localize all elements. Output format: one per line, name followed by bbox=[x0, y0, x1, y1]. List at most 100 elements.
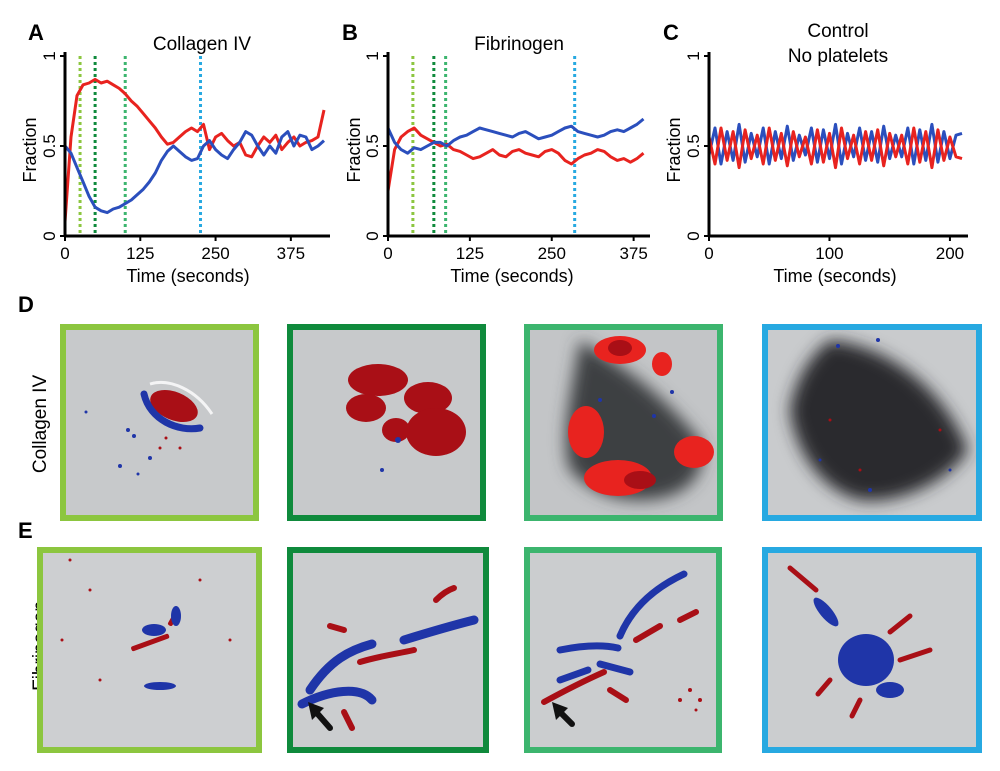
frame-border bbox=[60, 324, 259, 521]
x-ticks: 0 100 200 bbox=[704, 236, 964, 263]
frame-border bbox=[287, 547, 489, 753]
micrograph-d2 bbox=[287, 324, 486, 521]
micrograph-e2 bbox=[287, 547, 489, 753]
x-tick-label: 0 bbox=[704, 244, 713, 263]
frame-border bbox=[524, 547, 722, 753]
red-specks bbox=[828, 418, 942, 472]
dark-red-overlay bbox=[608, 340, 656, 489]
frame-border bbox=[37, 547, 262, 753]
chart-c: C Control No platelets 0 100 200 00.51 Tim… bbox=[663, 20, 968, 286]
blue-overlay bbox=[556, 570, 688, 684]
panel-letter-a: A bbox=[28, 20, 44, 45]
blue-overlay bbox=[297, 615, 479, 709]
chart-title: Collagen IV bbox=[153, 34, 252, 55]
series-line-1 bbox=[63, 77, 326, 222]
image-row-e: E Fibrinogen bbox=[18, 518, 982, 753]
x-axis-label: Time (seconds) bbox=[773, 266, 896, 286]
micrograph-e3 bbox=[524, 547, 722, 753]
micrograph-background bbox=[527, 550, 719, 750]
blue-specks bbox=[818, 338, 952, 492]
red-specks bbox=[158, 436, 182, 450]
arrow-indicator bbox=[552, 702, 575, 727]
x-tick-label: 100 bbox=[815, 244, 843, 263]
x-axis-label: Time (seconds) bbox=[450, 266, 573, 286]
red-overlay bbox=[327, 585, 457, 731]
panel-letter-c: C bbox=[663, 20, 679, 45]
image-row-d: D Collagen IV bbox=[18, 292, 982, 521]
y-ticks: 00.51 bbox=[40, 51, 65, 241]
series-line-2 bbox=[386, 117, 645, 155]
micrograph-e1 bbox=[37, 547, 262, 753]
y-tick-label: 1 bbox=[684, 51, 703, 60]
chart-subtitle: No platelets bbox=[788, 46, 888, 67]
y-tick-label: 1 bbox=[363, 51, 382, 60]
blue-specks bbox=[380, 437, 401, 472]
marker-lines bbox=[411, 56, 577, 236]
red-overlay bbox=[346, 364, 466, 456]
row-label-collagen: Collagen IV bbox=[30, 375, 51, 474]
x-tick-label: 125 bbox=[456, 244, 484, 263]
y-tick-label: 0.5 bbox=[40, 134, 59, 158]
series-group bbox=[63, 77, 326, 222]
y-axis-label: Fraction bbox=[664, 117, 684, 182]
y-tick-label: 0.5 bbox=[684, 134, 703, 158]
micrograph-d4 bbox=[762, 324, 982, 521]
panel-letter-d: D bbox=[18, 292, 34, 317]
dark-platelet-mass bbox=[565, 340, 703, 500]
x-ticks: 0 125 250 375 bbox=[60, 236, 305, 263]
micrograph-d3 bbox=[524, 324, 723, 521]
series-group bbox=[707, 122, 963, 170]
blue-specks bbox=[84, 410, 152, 476]
chart-title: Fibrinogen bbox=[474, 34, 564, 55]
x-axis-label: Time (seconds) bbox=[126, 266, 249, 286]
blue-specks bbox=[598, 390, 674, 418]
edge-highlight bbox=[149, 381, 214, 415]
x-tick-label: 250 bbox=[538, 244, 566, 263]
panel-letter-e: E bbox=[18, 518, 33, 543]
y-tick-label: 0 bbox=[40, 231, 59, 240]
series-group bbox=[386, 117, 645, 192]
micrograph-d1 bbox=[60, 324, 259, 521]
blue-overlay bbox=[142, 606, 181, 690]
red-specks bbox=[678, 688, 702, 712]
y-tick-label: 0 bbox=[363, 231, 382, 240]
red-overlay bbox=[787, 565, 933, 719]
micrograph-background bbox=[63, 327, 256, 518]
red-overlay bbox=[150, 389, 198, 423]
red-overlay bbox=[541, 609, 699, 705]
frame-border bbox=[762, 547, 982, 753]
x-tick-label: 0 bbox=[60, 244, 69, 263]
blue-overlay bbox=[813, 597, 904, 698]
frame-border bbox=[762, 324, 982, 521]
micrograph-background bbox=[40, 550, 259, 750]
panel-letter-b: B bbox=[342, 20, 358, 45]
y-axis-label: Fraction bbox=[20, 117, 40, 182]
y-ticks: 00.51 bbox=[363, 51, 388, 241]
blue-overlay bbox=[140, 390, 204, 433]
series-line-1 bbox=[386, 126, 645, 192]
frame-border bbox=[287, 324, 486, 521]
x-tick-label: 200 bbox=[936, 244, 964, 263]
dark-platelet-mass bbox=[790, 340, 968, 501]
micrograph-e4 bbox=[762, 547, 982, 753]
arrow-indicator bbox=[308, 702, 333, 731]
y-axis-label: Fraction bbox=[344, 117, 364, 182]
x-tick-label: 250 bbox=[201, 244, 229, 263]
y-tick-label: 0.5 bbox=[363, 134, 382, 158]
x-tick-label: 375 bbox=[619, 244, 647, 263]
y-tick-label: 1 bbox=[40, 51, 59, 60]
series-line-2 bbox=[63, 130, 326, 215]
chart-b: B Fibrinogen 0 125 250 375 00.51 Time (seco… bbox=[342, 20, 650, 286]
x-tick-label: 375 bbox=[277, 244, 305, 263]
chart-title: Control bbox=[807, 21, 868, 42]
series-line-1 bbox=[707, 122, 963, 166]
x-tick-label: 0 bbox=[383, 244, 392, 263]
y-tick-label: 0 bbox=[684, 231, 703, 240]
x-ticks: 0 125 250 375 bbox=[383, 236, 648, 263]
series-line-2 bbox=[707, 126, 963, 170]
frame-border bbox=[524, 324, 723, 521]
chart-a: A Collagen IV 0 125 250 375 00.51 Time (sec… bbox=[20, 20, 330, 286]
x-tick-label: 125 bbox=[126, 244, 154, 263]
y-ticks: 00.51 bbox=[684, 51, 709, 241]
